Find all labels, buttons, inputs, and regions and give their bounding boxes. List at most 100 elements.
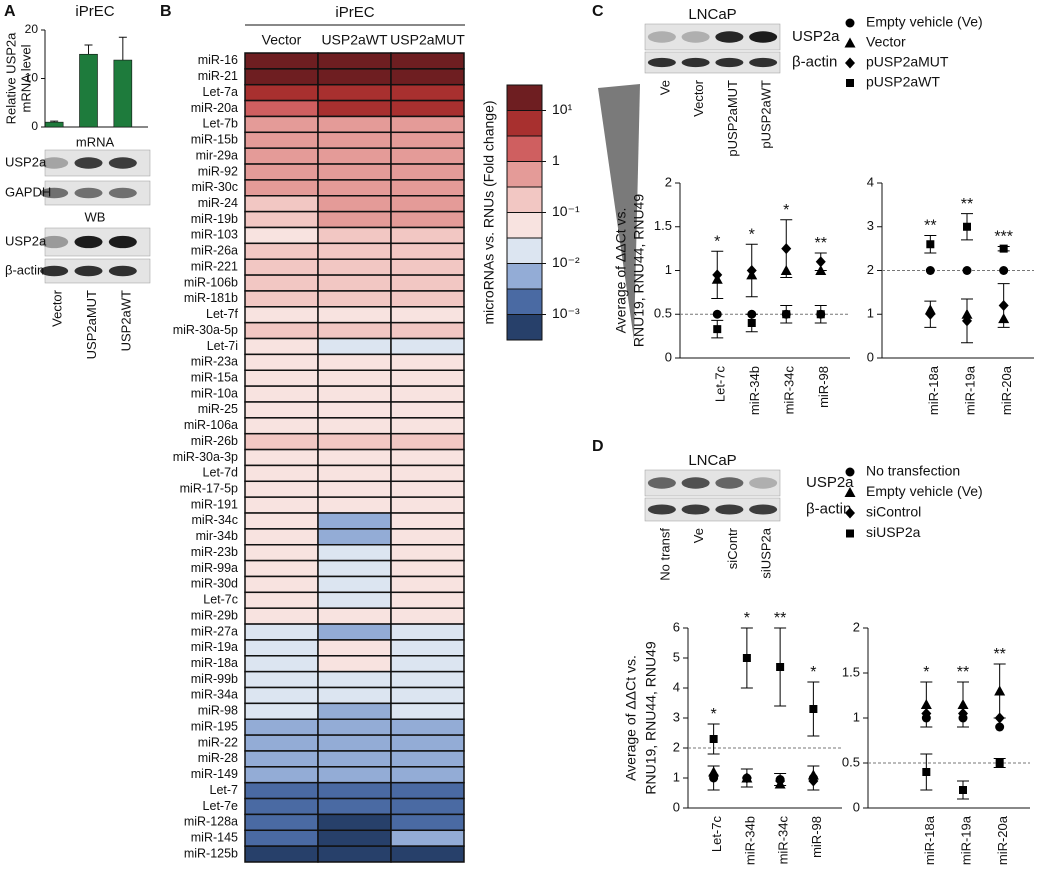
heatmap-cell [391, 180, 464, 196]
x-tick-label: miR-34c [782, 366, 797, 415]
y-tick-label: 6 [673, 619, 680, 634]
column-label: USP2aWT [321, 32, 388, 48]
x-tick-label: miR-20a [995, 815, 1010, 865]
legend-marker [846, 468, 855, 477]
x-tick-label: miR-18a [926, 365, 941, 415]
y-axis-label: RNU19, RNU44, RNU49 [643, 641, 659, 794]
heatmap-cell [245, 799, 318, 815]
heatmap-cell [245, 465, 318, 481]
heatmap-cell [245, 275, 318, 291]
blot-band [715, 477, 743, 488]
y-tick-label: 1 [673, 769, 680, 784]
blot-band [40, 266, 68, 277]
legend-label: Vector [866, 34, 906, 50]
y-tick-label: 0 [31, 119, 38, 133]
y-tick-label: 4 [673, 679, 680, 694]
heatmap-cell [245, 767, 318, 783]
marker [999, 266, 1008, 275]
significance-label: * [714, 233, 720, 250]
heatmap-cell [391, 751, 464, 767]
heatmap-cell [245, 196, 318, 212]
lane-label: No transf [657, 528, 672, 581]
y-tick-label: 0 [867, 349, 874, 364]
lane-label: siUSP2a [759, 527, 774, 578]
heatmap-cell [318, 323, 391, 339]
blot-band [749, 477, 777, 488]
row-label: miR-30a-5p [173, 323, 238, 337]
heatmap-cell [391, 101, 464, 117]
heatmap-cell [245, 688, 318, 704]
y-axis-label: Relative USP2a [3, 32, 18, 125]
heatmap-cell [391, 291, 464, 307]
heatmap-cell [391, 783, 464, 799]
y-tick-label: 10 [25, 71, 39, 85]
x-tick-label: miR-20a [999, 365, 1014, 415]
heatmap-cell [318, 545, 391, 561]
heatmap-cell [318, 370, 391, 386]
row-label: miR-149 [191, 767, 238, 781]
heatmap-cell [245, 529, 318, 545]
heatmap-cell [318, 307, 391, 323]
lane-label: pUSP2aWT [759, 80, 774, 149]
y-tick-label: 3 [867, 218, 874, 233]
heatmap-cell [318, 227, 391, 243]
marker [926, 266, 935, 275]
heatmap-cell [245, 719, 318, 735]
panel-letter: C [592, 3, 604, 20]
heatmap-cell [245, 180, 318, 196]
lane-label: siContr [725, 527, 740, 569]
x-tick-label: Let-7c [709, 816, 724, 853]
lane-label: USP2aMUT [84, 290, 99, 359]
heatmap-cell [391, 703, 464, 719]
lane-label: pUSP2aMUT [725, 80, 740, 157]
row-label: miR-195 [191, 719, 238, 733]
heatmap-cell [245, 672, 318, 688]
marker [963, 223, 971, 231]
colorbar-band [507, 111, 542, 137]
marker [1000, 245, 1008, 253]
heatmap-cell [391, 53, 464, 69]
blot-row-label: β-actin [792, 53, 837, 70]
legend-label: Empty vehicle (Ve) [866, 483, 983, 499]
heatmap-cell [318, 703, 391, 719]
heatmap-cell [318, 339, 391, 355]
blot-band [75, 266, 103, 277]
colorbar-band [507, 162, 542, 188]
y-tick-label: 5 [673, 649, 680, 664]
row-label: miR-19b [191, 212, 238, 226]
legend-label: Empty vehicle (Ve) [866, 14, 983, 30]
heatmap-cell [245, 513, 318, 529]
row-label: miR-10a [191, 386, 238, 400]
heatmap-cell [245, 164, 318, 180]
heatmap-cell [318, 814, 391, 830]
heatmap-cell [391, 354, 464, 370]
row-label: miR-98 [198, 704, 238, 718]
legend-label: siUSP2a [866, 524, 921, 540]
blot-band [75, 188, 103, 199]
y-axis-label: Average of ΔΔCt vs. [613, 208, 629, 334]
marker [995, 723, 1004, 732]
heatmap-cell [318, 481, 391, 497]
row-label: miR-26a [191, 244, 238, 258]
significance-label: ** [924, 218, 936, 235]
marker [710, 735, 718, 743]
heatmap-cell [245, 212, 318, 228]
heatmap-cell [318, 259, 391, 275]
heatmap-cell [391, 132, 464, 148]
lane-label: Ve [691, 528, 706, 543]
heatmap-cell [391, 116, 464, 132]
row-label: Let-7e [203, 799, 238, 813]
heatmap-cell [391, 164, 464, 180]
y-tick-label: 20 [25, 22, 39, 36]
row-label: miR-18a [191, 656, 238, 670]
x-tick-label: miR-19a [958, 815, 973, 865]
heatmap-cell [391, 196, 464, 212]
marker [922, 768, 930, 776]
row-label: miR-191 [191, 497, 238, 511]
heatmap-cell [391, 481, 464, 497]
heatmap-cell [318, 148, 391, 164]
significance-label: *** [994, 229, 1013, 246]
colorbar-tick-label: 10⁻³ [552, 305, 580, 321]
heatmap-cell [391, 227, 464, 243]
heatmap-cell [318, 529, 391, 545]
